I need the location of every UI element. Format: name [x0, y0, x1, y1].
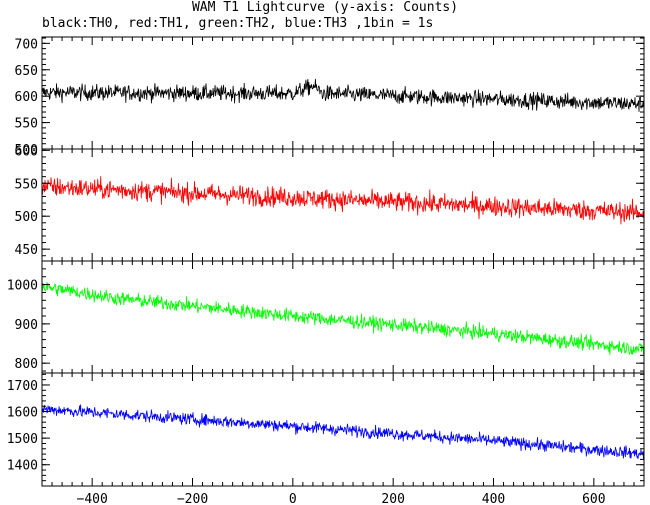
y-tick-label: 600 [15, 90, 38, 105]
y-tick-label: 1500 [7, 432, 38, 447]
y-tick-label: 1000 [7, 279, 38, 294]
panel-th3: 1400 1500 1600 1700 [7, 372, 645, 487]
y-tick-label: 550 [15, 117, 38, 132]
x-tick-label: 0 [289, 492, 297, 505]
y-tick-label: 1400 [7, 459, 38, 474]
series-line-th1 [42, 176, 644, 225]
y-tick-label: 900 [15, 318, 38, 333]
panel-th2: 800 900 1000 [7, 260, 645, 374]
chart-title: WAM T1 Lightcurve (y-axis: Counts) [191, 0, 459, 15]
y-tick-label: 800 [15, 357, 38, 372]
y-tick-label: 700 [15, 37, 38, 52]
y-tick-label: 500 [15, 143, 38, 158]
y-tick-label: 500 [15, 210, 38, 225]
panel-th1: 450 500 550 600 [15, 144, 645, 262]
series-line-th3 [42, 404, 644, 461]
x-tick-label: 600 [582, 492, 605, 505]
panel-th0: 500 550 600 650 700 [15, 36, 645, 158]
y-tick-label: 600 [15, 144, 38, 159]
x-tick-label: 200 [381, 492, 404, 505]
y-tick-label: 450 [15, 243, 38, 258]
x-tick-label: −400 [77, 492, 108, 505]
y-tick-label: 1600 [7, 406, 38, 421]
x-tick-label: −200 [177, 492, 208, 505]
series-line-th0 [42, 78, 644, 112]
y-tick-label: 550 [15, 177, 38, 192]
y-tick-label: 650 [15, 64, 38, 79]
chart-subtitle: black:TH0, red:TH1, green:TH2, blue:TH3 … [42, 16, 434, 31]
series-line-th2 [42, 281, 644, 356]
y-tick-label: 1700 [7, 379, 38, 394]
x-tick-label: 400 [482, 492, 505, 505]
